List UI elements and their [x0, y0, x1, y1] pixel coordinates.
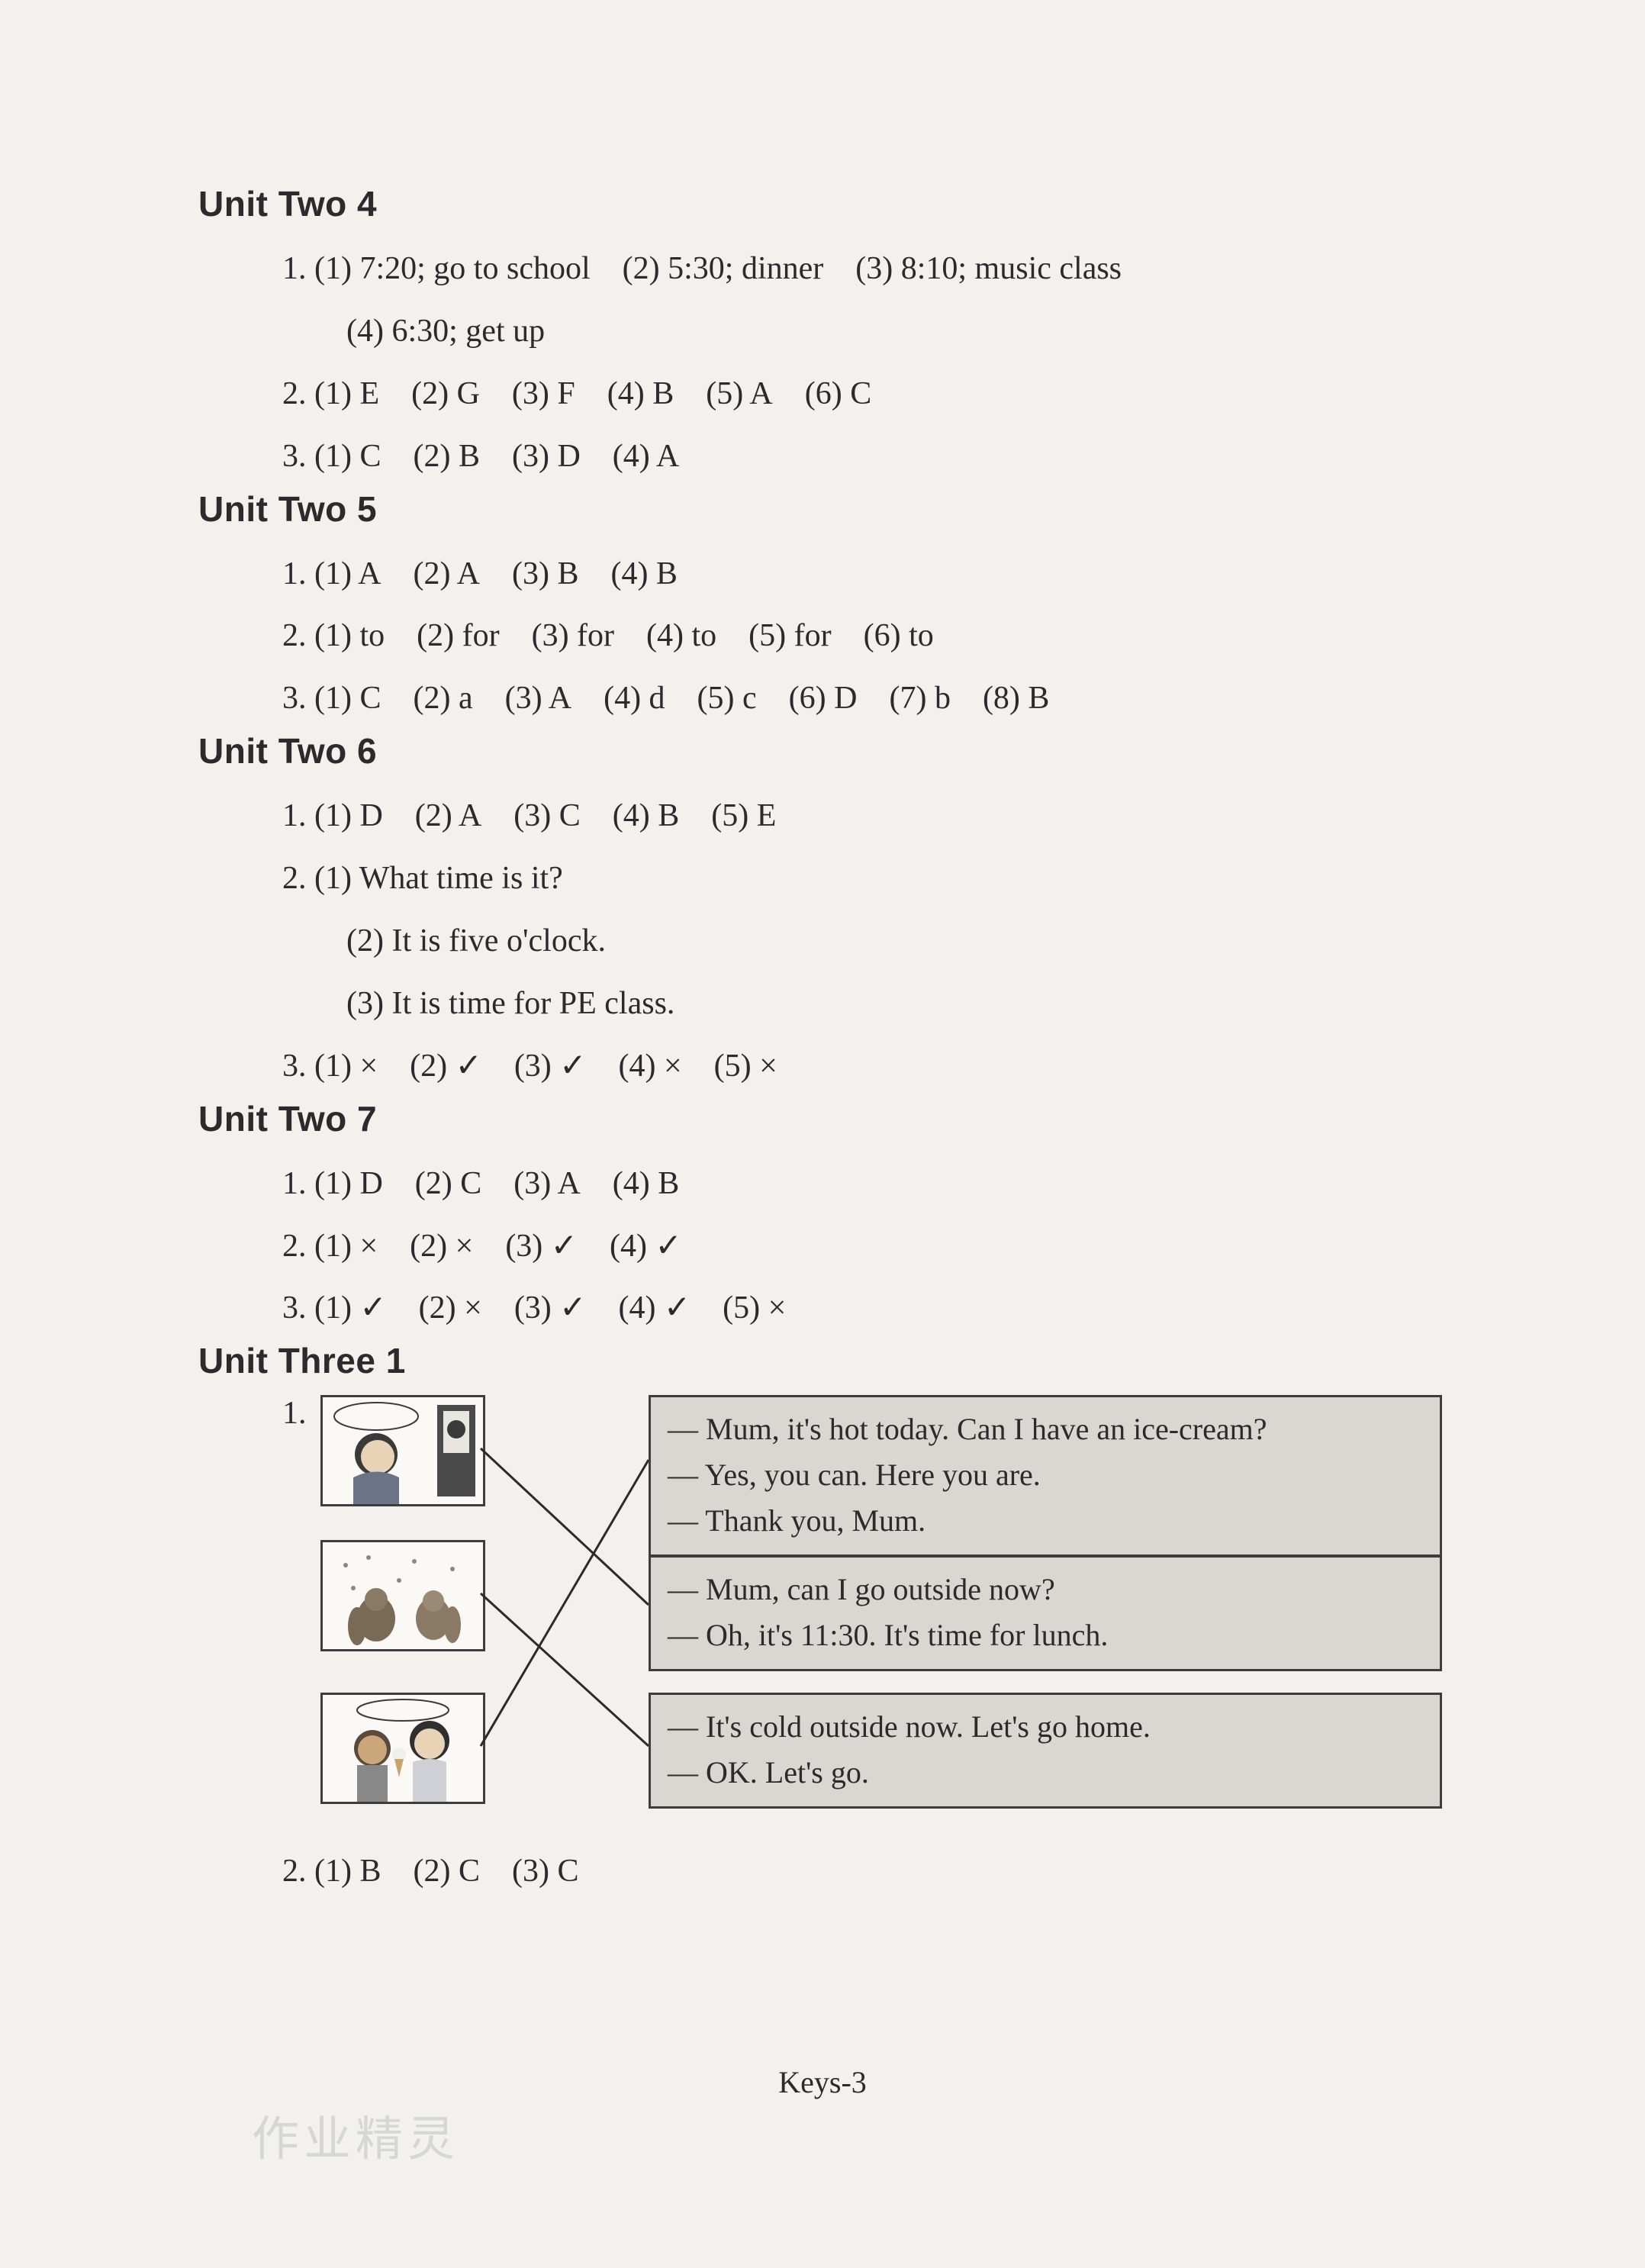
- cartoon-icon: [323, 1542, 483, 1649]
- match-line: [481, 1593, 649, 1746]
- dialog-box: — It's cold outside now. Let's go home.—…: [649, 1693, 1442, 1809]
- picture-boy-at-door: [320, 1395, 485, 1506]
- dialog-box: — Mum, it's hot today. Can I have an ice…: [649, 1395, 1442, 1557]
- answer-line: 3. (1) ✓ (2) × (3) ✓ (4) ✓ (5) ×: [282, 1277, 1447, 1340]
- question-number: 1.: [282, 1395, 307, 1432]
- answer-line: 3. (1) C (2) a (3) A (4) d (5) c (6) D (…: [282, 668, 1447, 730]
- answer-line: (2) It is five o'clock.: [282, 910, 1447, 973]
- answer-line: 1. (1) 7:20; go to school (2) 5:30; dinn…: [282, 238, 1447, 301]
- dialog-line: — Thank you, Mum.: [668, 1498, 1423, 1544]
- answer-line: 2. (1) B (2) C (3) C: [282, 1853, 1447, 1889]
- answer-line: 2. (1) × (2) × (3) ✓ (4) ✓: [282, 1216, 1447, 1278]
- dialog-line: — Mum, can I go outside now?: [668, 1567, 1423, 1612]
- answer-line: 2. (1) E (2) G (3) F (4) B (5) A (6) C: [282, 363, 1447, 426]
- matching-exercise: 1.: [282, 1395, 1447, 1822]
- answer-line: 1. (1) D (2) A (3) C (4) B (5) E: [282, 785, 1447, 848]
- answer-line: 2. (1) to (2) for (3) for (4) to (5) for…: [282, 605, 1447, 668]
- cartoon-icon: [323, 1397, 483, 1504]
- dialog-line: — It's cold outside now. Let's go home.: [668, 1704, 1423, 1750]
- unit-title: Unit Two 4: [198, 183, 1447, 224]
- dialog-line: — Mum, it's hot today. Can I have an ice…: [668, 1406, 1423, 1452]
- dialog-line: — Yes, you can. Here you are.: [668, 1452, 1423, 1498]
- picture-squirrels-snow: [320, 1540, 485, 1651]
- page-footer: Keys-3: [0, 2064, 1645, 2100]
- match-line: [481, 1448, 649, 1605]
- answer-line: 2. (1) What time is it?: [282, 848, 1447, 910]
- unit-title: Unit Two 5: [198, 488, 1447, 530]
- answer-block: 1. (1) 7:20; go to school (2) 5:30; dinn…: [282, 238, 1447, 488]
- dialog-line: — Oh, it's 11:30. It's time for lunch.: [668, 1612, 1423, 1658]
- answer-line: (3) It is time for PE class.: [282, 973, 1447, 1036]
- dialog-line: — OK. Let's go.: [668, 1750, 1423, 1796]
- answer-block: 1. (1) A (2) A (3) B (4) B 2. (1) to (2)…: [282, 543, 1447, 731]
- match-line: [481, 1460, 649, 1746]
- answer-line: 3. (1) C (2) B (3) D (4) A: [282, 426, 1447, 488]
- unit-title: Unit Three 1: [198, 1340, 1447, 1381]
- picture-kids-icecream: [320, 1693, 485, 1804]
- answer-line: 1. (1) D (2) C (3) A (4) B: [282, 1153, 1447, 1216]
- answer-line: (4) 6:30; get up: [282, 301, 1447, 363]
- cartoon-icon: [323, 1695, 483, 1802]
- unit-title: Unit Two 7: [198, 1098, 1447, 1139]
- unit-title: Unit Two 6: [198, 730, 1447, 772]
- dialog-box: — Mum, can I go outside now?— Oh, it's 1…: [649, 1555, 1442, 1671]
- answer-line: 1. (1) A (2) A (3) B (4) B: [282, 543, 1447, 606]
- watermark-text: 作业精灵: [252, 2100, 459, 2169]
- answer-block: 1. (1) D (2) A (3) C (4) B (5) E 2. (1) …: [282, 785, 1447, 1097]
- answer-line: 3. (1) × (2) ✓ (3) ✓ (4) × (5) ×: [282, 1036, 1447, 1098]
- page: Unit Two 4 1. (1) 7:20; go to school (2)…: [0, 0, 1645, 2268]
- answer-block: 1. (1) D (2) C (3) A (4) B 2. (1) × (2) …: [282, 1153, 1447, 1341]
- matching-lines: [481, 1395, 649, 1822]
